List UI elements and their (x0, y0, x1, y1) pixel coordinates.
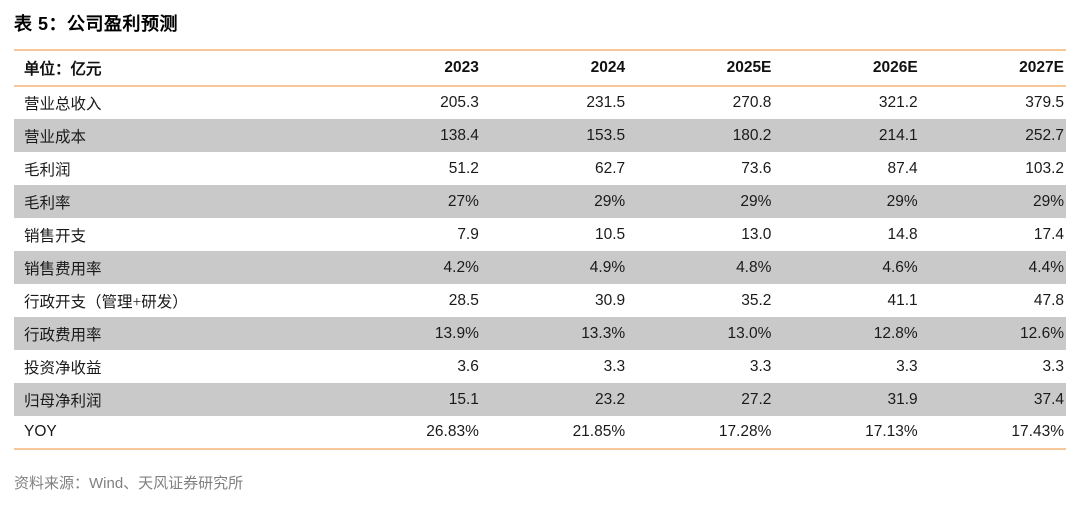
cell-value: 205.3 (440, 94, 479, 111)
table-row-admin-expense-ratio: 行政费用率 13.9% 13.3% 13.0% 12.8% 12.6% (14, 317, 1066, 350)
cell-value: 12.8% (873, 324, 918, 342)
cell-value: 3.3 (749, 357, 772, 375)
cell-value: 87.4 (887, 159, 918, 177)
cell-value: 12.6% (1020, 324, 1064, 342)
cell-value: 103.2 (1025, 159, 1064, 177)
row-label: 销售开支 (24, 227, 87, 245)
column-header-2023: 2023 (334, 50, 481, 87)
cell-value: 252.7 (1025, 126, 1064, 144)
cell-value: 29% (1032, 192, 1064, 210)
cell-value: 4.2% (443, 258, 479, 276)
cell-value: 7.9 (457, 225, 479, 243)
cell-value: 4.8% (736, 258, 772, 276)
row-label: 销售费用率 (24, 260, 102, 278)
cell-value: 4.6% (882, 258, 918, 276)
cell-value: 30.9 (594, 291, 626, 309)
cell-value: 3.3 (896, 357, 918, 375)
cell-value: 17.13% (865, 423, 918, 440)
cell-value: 27.2 (741, 390, 772, 408)
table-row-admin-expense: 行政开支（管理+研发） 28.5 30.9 35.2 41.1 47.8 (14, 284, 1066, 317)
cell-value: 17.4 (1033, 225, 1064, 243)
cell-value: 27% (447, 192, 479, 210)
cell-value: 73.6 (741, 159, 772, 177)
cell-value: 31.9 (887, 390, 918, 408)
table-body: 营业总收入 205.3 231.5 270.8 321.2 379.5 营业成本… (14, 86, 1066, 449)
cell-value: 180.2 (732, 126, 772, 144)
row-label: 毛利率 (24, 194, 71, 212)
cell-value: 138.4 (440, 126, 479, 144)
row-label: 毛利润 (24, 161, 71, 179)
cell-value: 41.1 (887, 291, 918, 309)
column-header-2026e: 2026E (773, 50, 920, 87)
cell-value: 62.7 (594, 159, 626, 177)
cell-value: 379.5 (1025, 94, 1064, 111)
column-header-2025e: 2025E (627, 50, 774, 87)
header-row: 单位：亿元 2023 2024 2025E 2026E 2027E (14, 50, 1066, 87)
column-header-2024: 2024 (480, 50, 628, 87)
cell-value: 4.4% (1028, 258, 1064, 276)
cell-value: 29% (594, 192, 626, 210)
cell-value: 4.9% (589, 258, 626, 276)
cell-value: 270.8 (732, 94, 772, 111)
cell-value: 23.2 (594, 390, 626, 408)
cell-value: 29% (886, 192, 918, 210)
cell-value: 14.8 (887, 225, 918, 243)
cell-value: 13.0 (741, 225, 772, 243)
cell-value: 3.3 (1042, 357, 1064, 375)
cell-value: 214.1 (878, 126, 918, 144)
cell-value: 17.43% (1011, 423, 1064, 440)
table-row-investment-income: 投资净收益 3.6 3.3 3.3 3.3 3.3 (14, 350, 1066, 383)
table-header: 单位：亿元 2023 2024 2025E 2026E 2027E (14, 50, 1066, 87)
cell-value: 35.2 (741, 291, 772, 309)
unit-header-cell: 单位：亿元 (14, 50, 335, 87)
row-label: 投资净收益 (24, 359, 102, 377)
cell-value: 3.3 (603, 357, 626, 375)
cell-value: 47.8 (1033, 291, 1064, 309)
cell-value: 3.6 (457, 357, 479, 375)
table-row-net-profit: 归母净利润 15.1 23.2 27.2 31.9 37.4 (14, 383, 1066, 416)
table-row-yoy: YOY 26.83% 21.85% 17.28% 17.13% 17.43% (14, 416, 1066, 449)
table-row-gross-profit: 毛利润 51.2 62.7 73.6 87.4 103.2 (14, 152, 1066, 185)
table-row-selling-expense: 销售开支 7.9 10.5 13.0 14.8 17.4 (14, 218, 1066, 251)
row-label: 营业成本 (24, 128, 87, 146)
table-row-selling-expense-ratio: 销售费用率 4.2% 4.9% 4.8% 4.6% 4.4% (14, 251, 1066, 284)
table-row-gross-margin: 毛利率 27% 29% 29% 29% 29% (14, 185, 1066, 218)
row-label: 行政费用率 (24, 326, 102, 344)
cell-value: 51.2 (448, 159, 479, 177)
cell-value: 15.1 (448, 390, 479, 408)
row-label: 营业总收入 (24, 96, 102, 113)
source-note: 资料来源：Wind、天风证券研究所 (14, 475, 244, 492)
cell-value: 13.9% (434, 324, 479, 342)
column-header-2027e: 2027E (919, 50, 1066, 87)
profit-forecast-table: 单位：亿元 2023 2024 2025E 2026E 2027E 营业总收入 … (14, 49, 1066, 450)
cell-value: 10.5 (594, 225, 626, 243)
row-label: 行政开支（管理+研发） (24, 293, 188, 311)
row-label: YOY (24, 423, 57, 440)
table-row-total-revenue: 营业总收入 205.3 231.5 270.8 321.2 379.5 (14, 86, 1066, 119)
cell-value: 28.5 (448, 291, 479, 309)
cell-value: 29% (740, 192, 772, 210)
cell-value: 37.4 (1033, 390, 1064, 408)
cell-value: 153.5 (586, 126, 626, 144)
row-label: 归母净利润 (24, 392, 102, 410)
cell-value: 13.3% (581, 324, 626, 342)
cell-value: 26.83% (426, 423, 479, 440)
table-row-operating-cost: 营业成本 138.4 153.5 180.2 214.1 252.7 (14, 119, 1066, 152)
cell-value: 21.85% (572, 423, 626, 440)
cell-value: 231.5 (586, 94, 626, 111)
cell-value: 321.2 (878, 94, 918, 111)
cell-value: 17.28% (718, 423, 772, 440)
table-title: 表 5：公司盈利预测 (14, 14, 179, 34)
cell-value: 13.0% (727, 324, 772, 342)
